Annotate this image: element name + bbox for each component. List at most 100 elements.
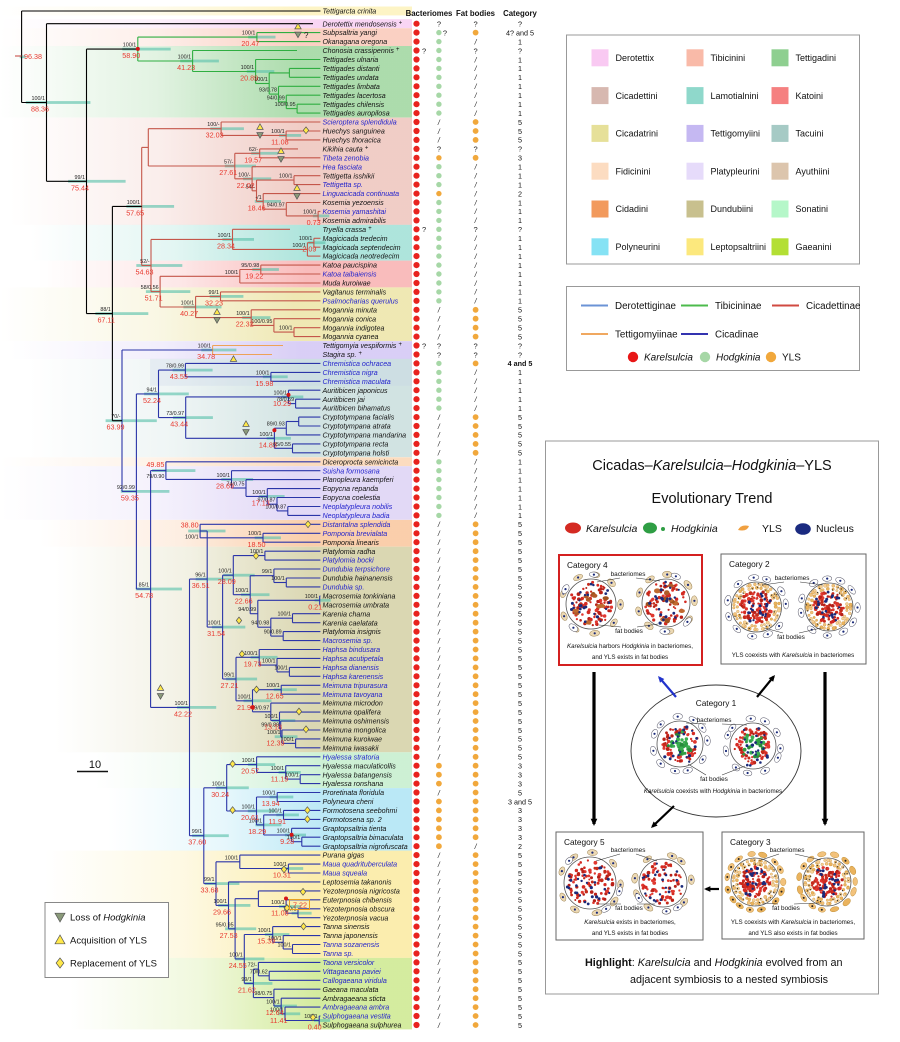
svg-text:100/1: 100/1 [178,55,192,61]
svg-text:Mogannia cyanea: Mogannia cyanea [323,333,379,341]
svg-text:11.08: 11.08 [271,909,288,918]
svg-text:?: ? [304,31,309,40]
svg-text:28.34: 28.34 [217,241,235,250]
svg-text:19.73: 19.73 [244,659,262,668]
svg-text:1: 1 [518,37,522,46]
svg-text:/: / [437,683,441,690]
svg-text:Cryptotympana holsti: Cryptotympana holsti [323,449,390,457]
svg-text:Karelsulcia: Karelsulcia [644,353,693,364]
svg-text:Diceroprocta semicincta: Diceroprocta semicincta [323,458,399,466]
svg-text:5: 5 [518,967,522,976]
svg-text:Ayuthiini: Ayuthiini [796,166,830,176]
svg-text:?: ? [474,225,478,234]
svg-text:Karelsulcia coexists with Hodg: Karelsulcia coexists with Hodgkinia in b… [644,788,782,795]
svg-text:1: 1 [518,163,522,172]
svg-text:5: 5 [518,422,522,431]
svg-text:5: 5 [518,306,522,315]
svg-text:/: / [437,594,441,601]
svg-text:YLS: YLS [782,353,801,364]
svg-text:fat bodies: fat bodies [777,634,805,641]
svg-text:94/1: 94/1 [147,387,158,393]
svg-text:/: / [437,862,441,869]
svg-text:Loss of Hodgkinia: Loss of Hodgkinia [70,913,146,924]
svg-text:1: 1 [518,467,522,476]
svg-text:?: ? [518,225,522,234]
svg-text:21.90: 21.90 [237,703,255,712]
svg-text:Haphsa bindusara: Haphsa bindusara [323,646,381,654]
svg-text:Derotettix mendosensis +: Derotettix mendosensis + [323,20,403,28]
svg-text:22.32: 22.32 [236,320,254,329]
svg-text:5: 5 [518,860,522,869]
svg-text:9.28: 9.28 [280,837,294,846]
svg-text:/: / [474,165,478,172]
svg-text:99/1: 99/1 [192,829,203,835]
svg-text:99/1: 99/1 [204,877,215,883]
svg-text:?: ? [422,46,426,55]
svg-text:Magicicada tredecim: Magicicada tredecim [323,235,388,243]
svg-text:11.41: 11.41 [270,1016,287,1025]
svg-text:15.39: 15.39 [257,937,275,946]
svg-text:Meimuna mongolica: Meimuna mongolica [323,727,387,735]
svg-text:Maua quadrituberculata: Maua quadrituberculata [323,861,398,869]
svg-text:100/1: 100/1 [229,952,243,958]
svg-text:Vittagaeana paviei: Vittagaeana paviei [323,968,382,976]
svg-text:99/1: 99/1 [75,175,86,181]
svg-text:100/1: 100/1 [241,65,255,71]
svg-text:Lamotialnini: Lamotialnini [711,91,759,101]
svg-text:Cicadettinae: Cicadettinae [806,301,861,312]
svg-text:5: 5 [518,538,522,547]
svg-text:Karelsulcia: Karelsulcia [586,523,638,535]
svg-text:/: / [474,218,478,225]
svg-text:/: / [437,334,441,341]
svg-text:Tettigadini: Tettigadini [796,53,837,63]
svg-text:100/1: 100/1 [242,31,256,37]
svg-text:100/1: 100/1 [271,576,285,582]
svg-text:/: / [437,567,441,574]
svg-text:95/0.98: 95/0.98 [241,263,259,269]
svg-text:/: / [474,254,478,261]
svg-text:?: ? [437,145,441,154]
svg-text:Karenia caelatata: Karenia caelatata [323,619,378,627]
svg-text:/: / [437,656,441,663]
svg-text:3: 3 [518,762,522,771]
svg-text:3: 3 [518,779,522,788]
svg-text:5: 5 [518,583,522,592]
svg-text:94/0.97: 94/0.97 [267,203,285,209]
svg-text:Polyneurini: Polyneurini [616,242,661,252]
svg-text:5: 5 [518,529,522,538]
svg-text:100/1: 100/1 [208,621,222,627]
svg-text:bacteriomes: bacteriomes [775,575,810,582]
svg-text:100/-: 100/- [238,172,250,178]
svg-text:5: 5 [518,118,522,127]
svg-text:/: / [474,370,478,377]
svg-text:Hodgkinia: Hodgkinia [716,353,761,364]
svg-text:100/1: 100/1 [244,651,258,657]
svg-text:/: / [437,1014,441,1021]
svg-text:Graptopsaltria nigrofuscata: Graptopsaltria nigrofuscata [323,843,408,851]
svg-text:28.69: 28.69 [216,481,234,490]
svg-text:13.94: 13.94 [262,799,280,808]
svg-text:94/0.98: 94/0.98 [251,621,269,627]
svg-text:58.90: 58.90 [122,51,140,60]
svg-text:/: / [437,665,441,672]
svg-text:5: 5 [518,663,522,672]
svg-text:/: / [437,710,441,717]
svg-text:1: 1 [518,386,522,395]
svg-text:100/1: 100/1 [252,490,266,496]
svg-text:54.63: 54.63 [136,268,154,277]
svg-text:65/0.55: 65/0.55 [273,442,291,448]
svg-text:38.80: 38.80 [181,521,199,530]
svg-text:Graptopsaltria bimaculata: Graptopsaltria bimaculata [323,834,404,842]
svg-text:1: 1 [518,395,522,404]
svg-text:Hodgkinia: Hodgkinia [671,523,718,535]
svg-text:/: / [437,138,441,145]
svg-text:1: 1 [518,100,522,109]
svg-text:Haphsa acutipetala: Haphsa acutipetala [323,655,384,663]
svg-text:bacteriomes: bacteriomes [697,717,732,724]
svg-text:18.46: 18.46 [248,203,266,212]
svg-text:100/1: 100/1 [254,77,268,83]
svg-text:88.36: 88.36 [31,105,49,114]
svg-text:Scieroptera splendidula: Scieroptera splendidula [323,119,397,127]
svg-text:Hyalessa ronshana: Hyalessa ronshana [323,780,384,788]
svg-text:100/1: 100/1 [267,730,281,736]
